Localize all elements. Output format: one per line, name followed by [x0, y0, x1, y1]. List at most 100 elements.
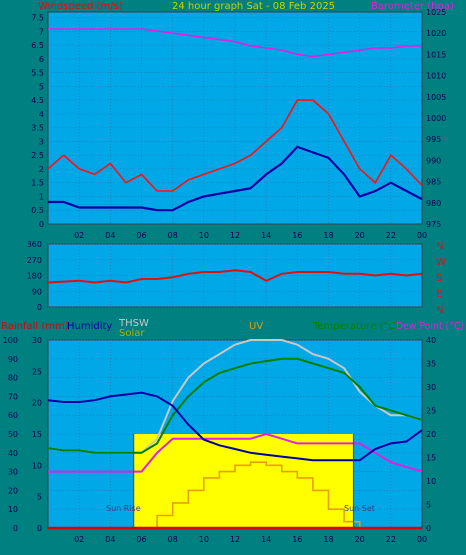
rain-y-tick-label: 15 [32, 430, 42, 439]
wind-series [47, 28, 423, 212]
direction-y-tick-label: 360 [27, 240, 42, 249]
sunset-annotation: Sun Set [344, 504, 375, 513]
temperature-y-tick-label: 0 [426, 524, 431, 533]
thsw-label: THSW [118, 318, 149, 329]
temperature-y-tick-label: 35 [426, 360, 436, 369]
dewpoint-label: Dew Point (°C) [396, 321, 464, 332]
wind-x-tick-label: 08 [168, 231, 178, 240]
wind-y-tick-label: 5.5 [31, 69, 44, 78]
humidity-y-tick-label: 80 [8, 374, 18, 383]
wind-y-tick-label: 0 [39, 220, 44, 229]
barometer-y-tick-label: 985 [426, 178, 441, 187]
humidity-y-tick-label: 50 [8, 430, 18, 439]
temperature-y-tick-label: 30 [426, 383, 436, 392]
wind-y-tick-label: 3 [39, 137, 44, 146]
temperature-y-tick-label: 20 [426, 430, 436, 439]
wind-grid [48, 12, 422, 225]
compass-label: N [436, 241, 443, 252]
temperature-y-tick-label: 25 [426, 407, 436, 416]
direction-y-tick-label: 180 [27, 272, 42, 281]
humidity-line [47, 391, 423, 462]
barometer-y-tick-label: 1005 [426, 93, 446, 102]
wind-x-tick-label: 14 [261, 231, 271, 240]
direction-y-tick-label: 90 [32, 287, 42, 296]
wind-ylabel: Windspeed (m/s) [38, 1, 123, 12]
weather-series [47, 339, 423, 530]
direction-grid [48, 243, 422, 308]
wind-y-tick-label: 0.5 [31, 206, 44, 215]
compass-label: S [436, 273, 442, 284]
humidity-y-tick-label: 90 [8, 355, 18, 364]
temperature-label: Temperature (°C) [312, 321, 399, 332]
humidity-y-tick-label: 60 [8, 411, 18, 420]
wind-gust-line [47, 99, 423, 192]
sunrise-annotation: Sun Rise [106, 504, 141, 513]
humidity-y-tick-label: 0 [13, 524, 18, 533]
barometer-y-tick-label: 1020 [426, 29, 446, 38]
wind-x-tick-label: 22 [386, 231, 396, 240]
wind-y-tick-label: 7.5 [31, 14, 44, 23]
weather-axes: 0102030405060708090100051015202530051015… [3, 336, 436, 544]
barometer-y-tick-label: 990 [426, 156, 441, 165]
weather-x-tick-label: 04 [105, 535, 115, 544]
temperature-y-tick-label: 5 [426, 501, 431, 510]
wind-x-tick-label: 10 [199, 231, 209, 240]
wind-x-tick-label: 12 [230, 231, 240, 240]
weather-x-tick-label: 08 [168, 535, 178, 544]
barometer-y-tick-label: 1000 [426, 114, 446, 123]
rain-y-tick-label: 30 [32, 336, 42, 345]
wind-y-tick-label: 4.5 [31, 96, 44, 105]
humidity-y-tick-label: 10 [8, 505, 18, 514]
uv-label: UV [249, 321, 263, 332]
solar-label: Solar [119, 328, 145, 339]
weather-x-tick-label: 02 [74, 535, 84, 544]
barometer-y-tick-label: 975 [426, 220, 441, 229]
humidity-y-tick-label: 20 [8, 486, 18, 495]
wind-y-tick-label: 6.5 [31, 41, 44, 50]
wind-y-tick-label: 6 [39, 55, 44, 64]
humidity-y-tick-label: 100 [3, 336, 18, 345]
wind-x-tick-label: 04 [105, 231, 115, 240]
wind-x-tick-label: 06 [136, 231, 146, 240]
temperature-y-tick-label: 10 [426, 477, 436, 486]
rain-label: Rainfall (mm) [1, 321, 69, 332]
weather-x-tick-label: 06 [136, 535, 146, 544]
temperature-line [47, 357, 423, 454]
weather-x-tick-label: 16 [292, 535, 302, 544]
barometer-y-tick-label: 995 [426, 135, 441, 144]
wind-y-tick-label: 1 [39, 192, 44, 201]
compass-label: E [436, 289, 442, 300]
wind-x-tick-label: 02 [74, 231, 84, 240]
temperature-y-tick-label: 15 [426, 454, 436, 463]
rain-y-tick-label: 20 [32, 399, 42, 408]
barometer-y-tick-label: 1010 [426, 72, 446, 81]
direction-series [47, 269, 423, 284]
wind-chart-title: 24 hour graph Sat - 08 Feb 2025 [172, 1, 335, 12]
barometer-line [48, 28, 422, 58]
wind-x-tick-label: 18 [323, 231, 333, 240]
weather-x-tick-label: 10 [199, 535, 209, 544]
wind-speed-line [48, 145, 423, 212]
weather-x-tick-label: 20 [355, 535, 365, 544]
direction-y-tick-label: 0 [37, 303, 42, 312]
wind-axes: 0 0.5 1 1.5 2 2.5 3 3.5 4 4.5 5 5.5 6 6.5 7 7.5 975 980 98… [31, 8, 446, 240]
wind-y-tick-label: 1.5 [31, 179, 44, 188]
humidity-y-tick-label: 30 [8, 468, 18, 477]
barometer-y-tick-label: 1015 [426, 50, 446, 59]
wind-y-tick-label: 3.5 [31, 124, 44, 133]
weather-x-tick-label: 14 [261, 535, 271, 544]
rain-y-tick-label: 25 [32, 367, 42, 376]
humidity-y-tick-label: 70 [8, 392, 18, 401]
wind-y-tick-label: 7 [39, 27, 44, 36]
weather-x-tick-label: 22 [386, 535, 396, 544]
humidity-y-tick-label: 40 [8, 449, 18, 458]
wind-y-tick-label: 4 [39, 110, 44, 119]
weather-x-tick-label: 12 [230, 535, 240, 544]
dewpoint-line [48, 432, 423, 473]
wind-x-tick-label: 00 [417, 231, 427, 240]
weather-x-tick-label: 18 [323, 535, 333, 544]
weather-x-tick-label: 00 [417, 535, 427, 544]
